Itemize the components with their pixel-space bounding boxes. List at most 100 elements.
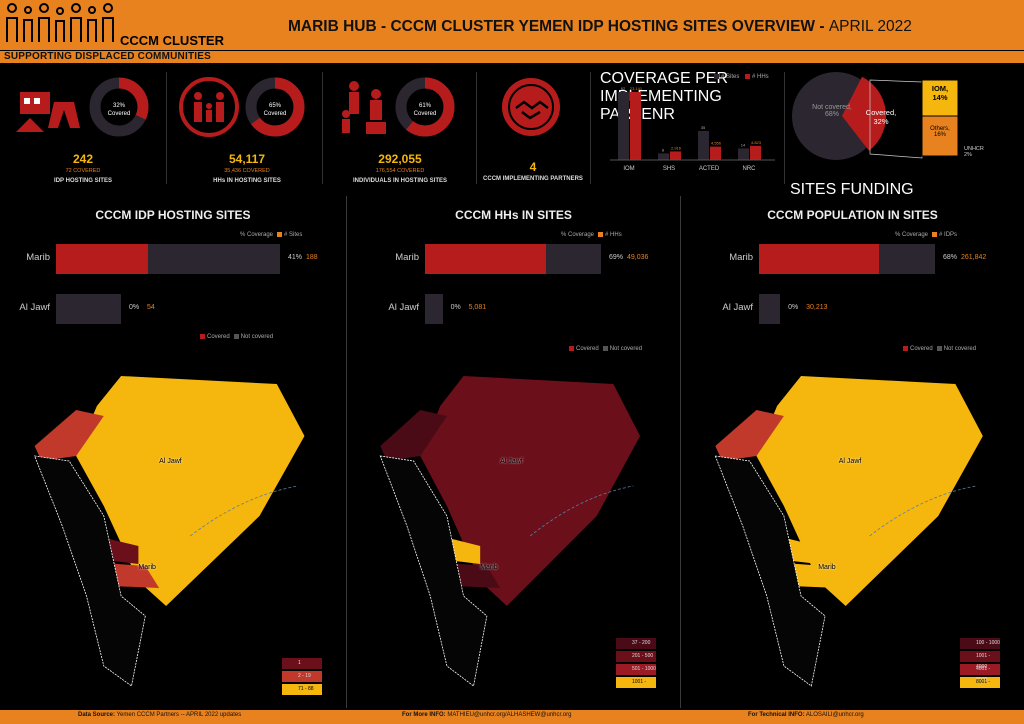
row-pct: 0% (450, 304, 461, 311)
map-label-marib: Marib (818, 564, 836, 571)
panel-top-legend: % Coverage # HHs (561, 232, 622, 239)
label-hhs: 2,916 (671, 145, 682, 150)
funding-covered: Covered, 32% (865, 108, 897, 126)
footer-more-info: For More INFO: MATHIEU@unhcr.org/ALHASHE… (402, 712, 572, 718)
hhs-value: 54,117 (228, 152, 266, 166)
cluster-name: CCCM CLUSTER (120, 33, 224, 48)
bar-covered (425, 244, 547, 274)
divider (346, 196, 347, 708)
label-hhs: 23,141 (630, 86, 643, 91)
hhs-donut-pct: 65% (269, 103, 282, 109)
row-pct: 41% (288, 254, 303, 261)
individuals-icon (342, 81, 386, 134)
map-border (714, 455, 826, 687)
individuals-donut-pct: 61% (419, 103, 432, 109)
panel-sites: CCCM IDP HOSTING SITES % Coverage # Sites M… (0, 196, 346, 708)
map-legend-item: 1001 - 1500 (616, 677, 656, 696)
hhs-donut: 65% Covered (245, 77, 305, 137)
category-label: NRC (743, 166, 757, 172)
map-legend-item: 201 - 500 (616, 651, 656, 662)
camp-icon (16, 92, 80, 132)
bar-hhs-iom (630, 92, 641, 160)
map-legend-item: 71 - 88 (282, 684, 322, 695)
map-area-west (34, 410, 104, 461)
handshake-icon (502, 78, 560, 136)
row-pct: 0% (128, 304, 140, 311)
map-legend: 1 2 - 19 71 - 88 (282, 658, 322, 697)
funding-iom: IOM, 14% (931, 84, 949, 102)
row-label: Al Jawf (19, 302, 50, 313)
funding-chart: Not covered, 68% Covered, 32% IOM, 14% O… (790, 66, 1022, 198)
bar-hhs-acted (710, 146, 721, 160)
map-legend: 37 - 200 201 - 500 501 - 1000 1001 - 1500 (616, 638, 656, 696)
map-boundary-line (190, 485, 298, 537)
footer-source: Data Source: Yemen CCCM Partners -- APRI… (78, 712, 242, 718)
map-label-al-jawf: Al Jawf (159, 458, 182, 465)
row-num: 5,081 (468, 304, 487, 311)
label-sites: 82 (621, 86, 626, 91)
row-num: 188 (306, 254, 318, 261)
kpi-sites: 32% Covered 242 72 COVERED IDP HOSTING S… (8, 64, 158, 194)
region-map (379, 376, 641, 687)
panel-legend: Covered Not covered (565, 346, 642, 352)
map-legend-item: 4001 - 8000 (960, 664, 1000, 683)
map-boundary-line (869, 485, 977, 537)
row-num: 54 (146, 304, 155, 311)
divider (784, 72, 785, 184)
label-sites: 35 (701, 125, 706, 130)
region-map (33, 376, 305, 687)
kpi-hhs: 65% Covered 54,117 35,436 COVERED HHs IN… (172, 64, 322, 194)
map-legend-item: 501 - 1000 (616, 664, 656, 675)
map-legend-item: 8001 - 59084 (960, 677, 1000, 696)
legend-hhs: # HHs (752, 74, 769, 81)
bar-sites-iom (618, 92, 629, 160)
row-label: Al Jawf (722, 302, 753, 313)
page-title: MARIB HUB - CCCM CLUSTER YEMEN IDP HOSTI… (288, 18, 912, 36)
sites-sub: 72 COVERED (65, 168, 101, 174)
map-label-marib: Marib (138, 564, 156, 571)
subtitle-bar: SUPPORTING DISPLACED COMMUNITIES (0, 50, 1024, 63)
row-label: Marib (26, 252, 50, 263)
row-num: 30,213 (806, 304, 828, 311)
bar-hhs-shs (670, 151, 681, 160)
individuals-sub: 176,554 COVERED (375, 168, 425, 174)
map-legend-item: 1001 - 4000 (960, 651, 1000, 670)
map-legend-item: 37 - 200 (616, 638, 656, 649)
bar-sites-shs (658, 153, 669, 160)
sites-donut-sub: Covered (108, 111, 131, 117)
funding-not-covered: Not covered, 68% (812, 104, 852, 118)
panel-title: CCCM POPULATION IN SITES (767, 208, 938, 222)
panel-title: CCCM HHs IN SITES (455, 208, 572, 222)
partner-legend: # Sites # HHs (710, 74, 769, 80)
funding-pie (792, 72, 959, 160)
individuals-donut: 61% Covered (395, 77, 455, 137)
funding-unhcr: UNHCR 2% (964, 146, 984, 158)
map-label-marib: Marib (480, 564, 498, 571)
subtitle: SUPPORTING DISPLACED COMMUNITIES (4, 51, 211, 62)
sites-donut-pct: 32% (113, 103, 126, 109)
region-map (714, 376, 983, 687)
row-label: Marib (395, 252, 419, 263)
category-label: SHS (663, 166, 675, 172)
category-label: IOM (623, 166, 634, 172)
individuals-donut-sub: Covered (414, 111, 437, 117)
partner-chart: # Sites # HHs 82 23,141 IOM 8 2,916 SHS 35 4,55… (600, 70, 780, 190)
map-area-west (715, 410, 784, 461)
panel-hhs: CCCM HHs IN SITES % Coverage # HHs Marib 69%… (347, 196, 680, 708)
row-num: 49,036 (627, 254, 649, 261)
kpi-partners: 4 CCCM IMPLEMENTING PARTNERS (478, 64, 588, 194)
people-logo-icon (6, 3, 114, 42)
panel-top-legend: % Coverage # Sites (240, 232, 303, 239)
bar-covered (56, 244, 148, 274)
map-border (33, 455, 146, 687)
bar-not-covered (425, 294, 443, 324)
panel-population: CCCM POPULATION IN SITES % Coverage # IDPs… (681, 196, 1024, 708)
hhs-donut-sub: Covered (264, 111, 287, 117)
footer-tech-info: For Technical INFO: ALOSAILI@unhcr.org (748, 712, 864, 718)
hhs-label: HHs IN HOSTING SITES (213, 178, 281, 184)
map-area-west (380, 410, 447, 461)
bar-sites-nrc (738, 148, 749, 160)
row-label: Al Jawf (388, 302, 419, 313)
bar-covered (759, 244, 879, 274)
title-main: MARIB HUB - CCCM CLUSTER YEMEN IDP HOSTI… (288, 18, 829, 35)
